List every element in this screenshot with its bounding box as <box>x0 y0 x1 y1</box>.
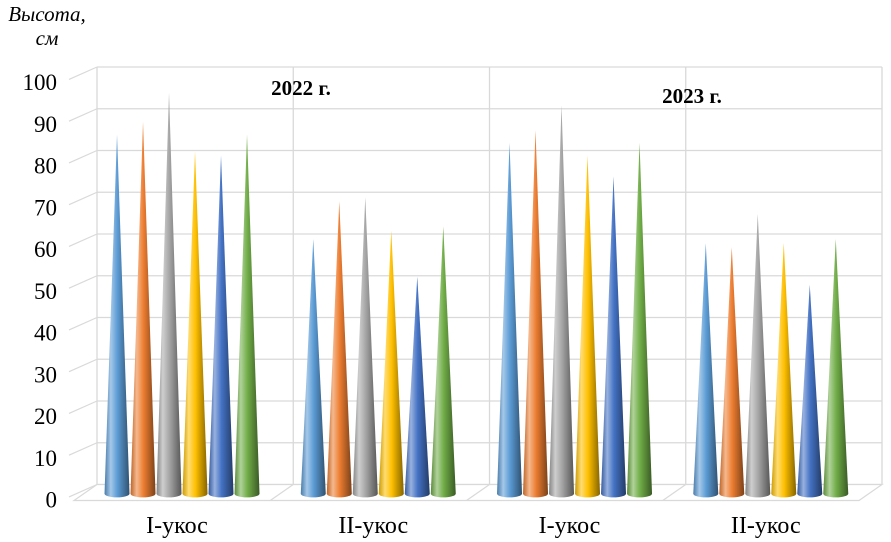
y-tick-label-20: 20 <box>34 404 57 429</box>
cone-series-1-blue-group-3 <box>497 142 523 498</box>
cones <box>104 92 849 498</box>
cone-series-6-green-group-1 <box>234 134 260 498</box>
cone-series-4-yellow-group-2 <box>378 230 404 498</box>
floor-divider-2 <box>466 484 490 501</box>
y-axis: 0 10 20 30 40 50 60 70 80 90 100 <box>23 66 98 513</box>
y-tick-label-40: 40 <box>34 321 57 346</box>
cone-series-2-orange-group-1 <box>130 122 156 498</box>
cone-series-6-green-group-4 <box>823 238 849 498</box>
cone-series-3-gray-group-3 <box>549 105 575 498</box>
y-tick-100 <box>68 66 98 81</box>
y-tick-label-80: 80 <box>34 154 57 179</box>
cone-series-3-gray-group-2 <box>352 197 378 498</box>
y-tick-40 <box>68 316 98 331</box>
category-label-3: I-укос <box>539 513 601 539</box>
y-tick-70 <box>68 191 98 206</box>
cone-series-5-dark-blue-group-4 <box>797 284 823 498</box>
cone-series-1-blue-group-4 <box>693 243 719 498</box>
cone-series-6-green-group-3 <box>627 142 653 498</box>
floor-divider-3 <box>662 484 687 501</box>
category-label-1: I-укос <box>146 513 208 539</box>
cone-series-1-blue-group-2 <box>300 238 326 498</box>
y-tick-80 <box>68 149 98 164</box>
cone-series-5-dark-blue-group-3 <box>601 176 627 498</box>
y-tick-10 <box>68 442 98 456</box>
category-labels: I-укос II-укос I-укос II-укос <box>146 513 800 539</box>
y-axis-title-line1: Высота, <box>8 2 86 26</box>
y-axis-title-line2: см <box>35 26 59 50</box>
category-label-2: II-укос <box>338 513 408 539</box>
y-tick-label-70: 70 <box>34 195 57 220</box>
cone-series-4-yellow-group-3 <box>575 155 601 498</box>
y-tick-label-30: 30 <box>34 362 57 387</box>
y-tick-20 <box>68 400 98 415</box>
cone-series-1-blue-group-1 <box>104 134 130 498</box>
y-tick-50 <box>68 275 98 289</box>
cone-series-4-yellow-group-1 <box>182 151 208 498</box>
category-label-4: II-укос <box>731 513 801 539</box>
y-tick-60 <box>68 233 98 248</box>
y-tick-label-50: 50 <box>34 279 57 304</box>
y-tick-label-100: 100 <box>23 70 58 95</box>
y-tick-90 <box>68 108 98 122</box>
panel-labels: 2022 г. 2023 г. <box>271 76 722 108</box>
y-axis-title: Высота, см <box>4 2 90 50</box>
cone-series-3-gray-group-1 <box>156 92 182 498</box>
cone-series-4-yellow-group-4 <box>771 243 797 498</box>
cone-series-2-orange-group-2 <box>326 201 352 498</box>
y-tick-label-60: 60 <box>34 237 57 262</box>
y-tick-0 <box>68 483 98 498</box>
y-tick-label-10: 10 <box>34 446 57 471</box>
floor-divider-1 <box>269 484 294 501</box>
cone-series-5-dark-blue-group-2 <box>404 276 430 498</box>
cone-series-3-gray-group-4 <box>745 213 771 498</box>
chart-floor <box>72 483 884 502</box>
y-tick-label-90: 90 <box>34 112 57 137</box>
panel-label-2: 2023 г. <box>662 84 722 108</box>
y-tick-label-0: 0 <box>46 488 58 513</box>
cone-series-6-green-group-2 <box>430 226 456 498</box>
cone-series-2-orange-group-4 <box>719 247 745 498</box>
cone-series-5-dark-blue-group-1 <box>208 155 234 498</box>
panel-label-1: 2022 г. <box>271 76 331 100</box>
y-tick-30 <box>68 358 98 373</box>
cone-series-2-orange-group-3 <box>523 130 549 498</box>
